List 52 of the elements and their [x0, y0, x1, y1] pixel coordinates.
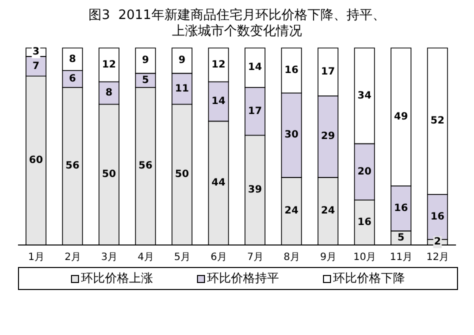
- data-label: 16: [284, 65, 298, 76]
- x-tick-label: 8月: [284, 252, 300, 264]
- x-tick-label: 2月: [64, 252, 81, 264]
- x-tick-label: 7月: [247, 252, 264, 264]
- data-label: 30: [284, 130, 298, 141]
- data-label: 50: [175, 169, 189, 180]
- data-label: 17: [248, 106, 262, 117]
- data-label: 12: [102, 59, 116, 70]
- x-tick-label: 4月: [138, 252, 154, 264]
- x-tick-label: 10月: [353, 252, 376, 264]
- x-tick-label: 3月: [101, 252, 118, 264]
- data-label: 16: [358, 216, 372, 228]
- data-label: 24: [321, 206, 335, 217]
- x-tick-label: 9月: [320, 252, 336, 264]
- data-label: 8: [106, 88, 113, 99]
- data-label: 9: [178, 55, 186, 66]
- legend-label: 环比价格下降: [332, 270, 405, 287]
- data-label: 12: [212, 59, 226, 70]
- x-tick-label: 12月: [426, 252, 450, 264]
- x-tick-label: 11月: [390, 252, 413, 264]
- data-label: 2: [434, 236, 442, 248]
- legend-label: 环比价格持平: [206, 270, 279, 287]
- data-label: 29: [321, 131, 335, 142]
- data-label: 56: [138, 160, 152, 172]
- data-label: 9: [142, 55, 150, 66]
- x-tick-label: 6月: [210, 252, 227, 264]
- data-label: 52: [430, 116, 444, 127]
- data-label: 39: [248, 184, 262, 196]
- data-label: 14: [212, 96, 226, 107]
- data-label: 56: [66, 160, 80, 172]
- data-label: 60: [29, 155, 43, 166]
- x-tick-label: 1月: [28, 252, 44, 264]
- data-label: 16: [430, 211, 444, 222]
- chart-title: 图3 2011年新建商品住宅月环比价格下降、持平、上涨城市个数变化情况: [88, 8, 386, 40]
- legend-label: 环比价格上涨: [80, 270, 153, 287]
- data-label: 5: [398, 232, 405, 244]
- data-label: 20: [358, 166, 372, 178]
- data-label: 7: [32, 60, 40, 72]
- data-label: 24: [284, 206, 298, 217]
- data-label: 49: [394, 111, 408, 122]
- data-label: 3: [32, 46, 40, 58]
- data-label: 44: [212, 178, 226, 189]
- data-label: 50: [102, 169, 116, 180]
- data-label: 8: [69, 54, 76, 65]
- x-tick-label: 5月: [174, 252, 190, 264]
- data-label: 11: [175, 83, 189, 94]
- data-label: 16: [394, 202, 408, 214]
- data-label: 6: [69, 73, 76, 84]
- data-label: 14: [248, 62, 262, 74]
- data-label: 34: [358, 90, 372, 102]
- data-label: 5: [142, 74, 150, 86]
- data-label: 17: [321, 66, 335, 78]
